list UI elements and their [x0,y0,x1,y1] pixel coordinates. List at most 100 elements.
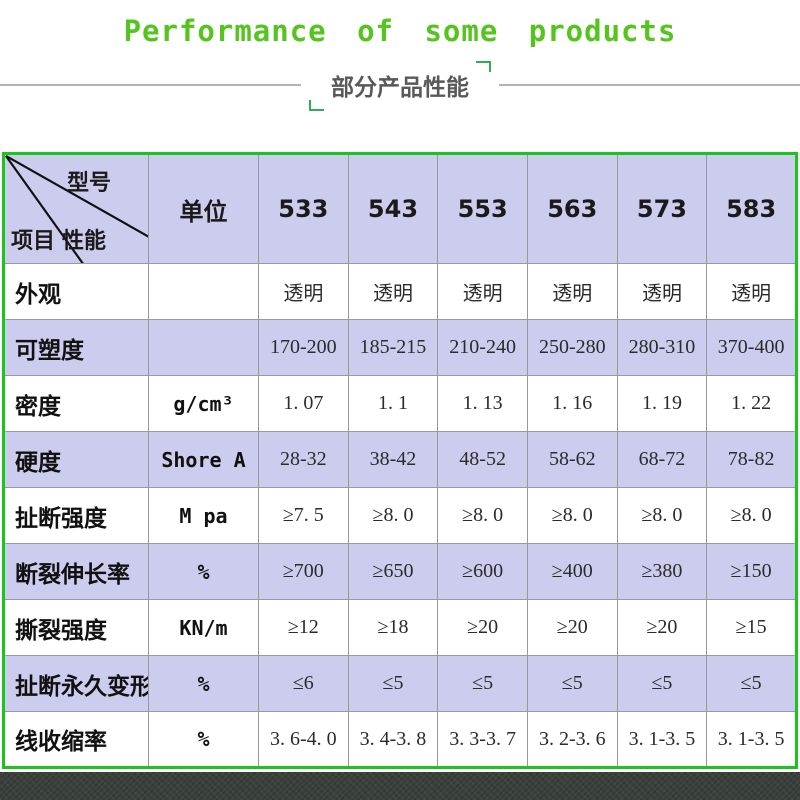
row-label: 密度 [3,375,149,432]
cell-value: 78-82 [706,431,797,488]
cell-value: ≥8. 0 [616,487,708,544]
spec-table-wrap: 型号 项目 性能 单位 533 543 553 563 573 583 外观 透… [2,152,798,769]
cell-value: ≥7. 5 [258,487,349,544]
cell-value: 38-42 [347,431,439,488]
table-row: 线收缩率 % 3. 6-4. 0 3. 4-3. 8 3. 3-3. 7 3. … [3,711,797,768]
model-column-header: 553 [437,153,528,264]
cell-value: ≥15 [706,599,797,656]
cell-value: 3. 6-4. 0 [258,711,349,768]
table-row: 可塑度 170-200 185-215 210-240 250-280 280-… [3,319,797,376]
cell-value: 透明 [706,263,797,320]
corner-diagonal-lines-icon [5,155,148,263]
cell-value: 3. 4-3. 8 [347,711,439,768]
row-unit [148,263,259,320]
cell-value: 210-240 [437,319,528,376]
model-column-header: 543 [347,153,439,264]
cell-value: 28-32 [258,431,349,488]
page-title: Performance of some products [123,14,677,48]
cell-value: ≤5 [347,655,439,712]
model-column-header: 573 [616,153,708,264]
corner-bracket-bottom-left-icon [309,100,324,111]
cell-value: 透明 [437,263,528,320]
cell-value: 1. 13 [437,375,528,432]
cell-value: ≥700 [258,543,349,600]
table-row: 断裂伸长率 % ≥700 ≥650 ≥600 ≥400 ≥380 ≥150 [3,543,797,600]
corner-model-label: 型号 [67,171,112,196]
row-label: 硬度 [3,431,149,488]
cell-value: ≥8. 0 [347,487,439,544]
cell-value: 3. 3-3. 7 [437,711,528,768]
corner-bracket-top-right-icon [476,61,491,72]
cell-value: ≤5 [526,655,618,712]
cell-value: ≥8. 0 [437,487,528,544]
cell-value: 185-215 [347,319,439,376]
cell-value: 1. 19 [616,375,708,432]
cell-value: 1. 1 [347,375,439,432]
cell-value: ≥150 [706,543,797,600]
cell-value: 透明 [347,263,439,320]
cell-value: 370-400 [706,319,797,376]
table-row: 密度 g/cm³ 1. 07 1. 1 1. 13 1. 16 1. 19 1.… [3,375,797,432]
table-row: 扯断永久变形 % ≤6 ≤5 ≤5 ≤5 ≤5 ≤5 [3,655,797,712]
cell-value: 透明 [616,263,708,320]
cell-value: ≥18 [347,599,439,656]
corner-item-label: 项目 [11,229,56,254]
cell-value: 透明 [526,263,618,320]
cell-value: ≥12 [258,599,349,656]
cell-value: ≤5 [706,655,797,712]
cell-value: 280-310 [616,319,708,376]
row-unit: g/cm³ [148,375,259,432]
subtitle-row: 部分产品性能 [0,61,800,111]
model-column-header: 583 [706,153,797,264]
table-row: 撕裂强度 KN/m ≥12 ≥18 ≥20 ≥20 ≥20 ≥15 [3,599,797,656]
cell-value: ≥20 [526,599,618,656]
row-unit: M pa [148,487,259,544]
row-label: 线收缩率 [3,711,149,768]
cell-value: ≤5 [616,655,708,712]
row-label: 断裂伸长率 [3,543,149,600]
cell-value: ≥8. 0 [706,487,797,544]
page-subtitle: 部分产品性能 [331,75,469,101]
table-row: 硬度 Shore A 28-32 38-42 48-52 58-62 68-72… [3,431,797,488]
row-label: 撕裂强度 [3,599,149,656]
cell-value: 58-62 [526,431,618,488]
cell-value: 3. 2-3. 6 [526,711,618,768]
table-row: 扯断强度 M pa ≥7. 5 ≥8. 0 ≥8. 0 ≥8. 0 ≥8. 0 … [3,487,797,544]
cell-value: ≥600 [437,543,528,600]
cell-value: 1. 22 [706,375,797,432]
row-label: 外观 [3,263,149,320]
cell-value: 1. 16 [526,375,618,432]
cell-value: ≤5 [437,655,528,712]
cell-value: ≥400 [526,543,618,600]
cell-value: ≥20 [616,599,708,656]
cell-value: 1. 07 [258,375,349,432]
corner-performance-label: 性能 [62,229,107,254]
cell-value: 48-52 [437,431,528,488]
cell-value: ≥8. 0 [526,487,618,544]
model-column-header: 563 [526,153,618,264]
cell-value: 170-200 [258,319,349,376]
model-column-header: 533 [258,153,349,264]
row-unit: Shore A [148,431,259,488]
cell-value: ≥380 [616,543,708,600]
row-label: 扯断强度 [3,487,149,544]
row-label: 扯断永久变形 [3,655,149,712]
row-unit: % [148,711,259,768]
bottom-dark-band [0,772,800,800]
subtitle-right-line [499,84,800,86]
row-unit: % [148,655,259,712]
cell-value: 68-72 [616,431,708,488]
row-unit: % [148,543,259,600]
row-label: 可塑度 [3,319,149,376]
page-subtitle-wrap: 部分产品性能 [301,61,499,111]
unit-column-header: 单位 [148,153,259,264]
product-spec-table: 型号 项目 性能 单位 533 543 553 563 573 583 外观 透… [2,152,798,769]
cell-value: 250-280 [526,319,618,376]
corner-header-cell: 型号 项目 性能 [3,153,149,264]
cell-value: ≥650 [347,543,439,600]
table-row: 外观 透明 透明 透明 透明 透明 透明 [3,263,797,320]
cell-value: 透明 [258,263,349,320]
cell-value: 3. 1-3. 5 [706,711,797,768]
cell-value: 3. 1-3. 5 [616,711,708,768]
cell-value: ≤6 [258,655,349,712]
